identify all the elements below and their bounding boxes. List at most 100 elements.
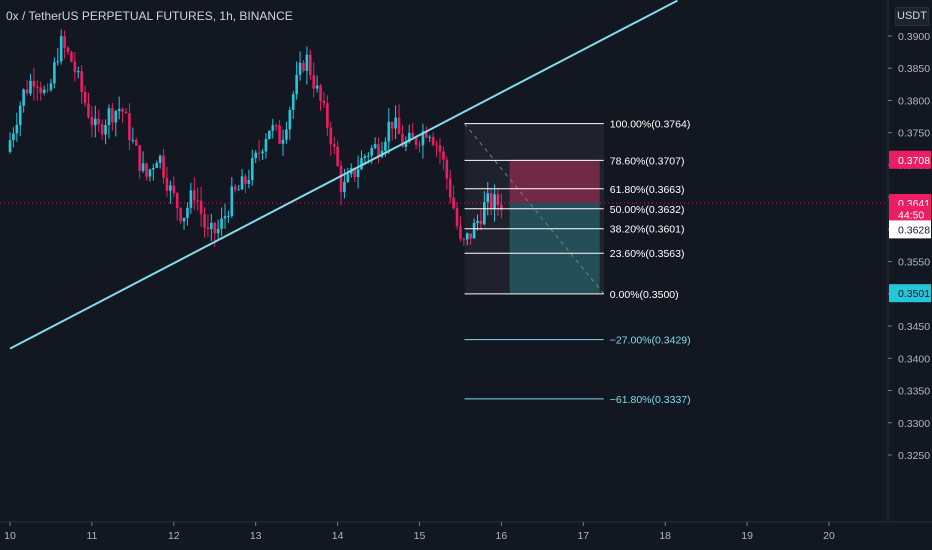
fib-level-label: 78.60%(0.3707): [610, 155, 685, 167]
candle-body: [500, 204, 503, 211]
candle-body: [80, 71, 83, 92]
candle-body: [230, 186, 234, 216]
candle-body: [186, 207, 189, 218]
fib-level-label: −27.00%(0.3429): [610, 335, 691, 347]
fib-level-label: −61.80%(0.3337): [610, 394, 691, 406]
candle-body: [469, 233, 472, 239]
candle-body: [404, 141, 408, 147]
trendline[interactable]: [9, 0, 678, 350]
candle-body: [216, 228, 220, 234]
plot-area: [0, 0, 888, 350]
candle-body: [305, 54, 309, 71]
candle-body: [257, 152, 261, 154]
candle-body: [329, 127, 333, 145]
fib-level-label: 100.00%(0.3764): [610, 119, 691, 131]
candle-body: [483, 202, 486, 225]
candle-body: [343, 181, 346, 193]
candle-body: [83, 91, 87, 104]
candle-body: [370, 148, 374, 156]
candle-body: [39, 87, 43, 93]
candle-body: [298, 62, 302, 75]
price-tick-label: 0.3850: [898, 63, 930, 75]
candle-body: [401, 134, 404, 147]
candle-body: [42, 89, 46, 93]
candle-body: [227, 215, 230, 217]
candle-body: [12, 133, 15, 141]
candle-body: [476, 220, 479, 224]
candle-body: [169, 185, 172, 191]
candle-body: [189, 190, 193, 208]
candle-body: [363, 156, 367, 159]
candle-body: [356, 169, 360, 177]
candle-body: [312, 75, 316, 89]
stop-loss-zone[interactable]: [509, 159, 600, 203]
candle-body: [295, 74, 298, 95]
candle-body: [336, 146, 339, 166]
candle-body: [32, 80, 36, 87]
price-tag-label: 44:50: [898, 210, 924, 222]
candle-body: [346, 174, 350, 182]
price-axis-bg: [888, 0, 932, 550]
candle-body: [462, 238, 466, 240]
candle-body: [373, 144, 377, 149]
candle-body: [49, 83, 53, 90]
candle-body: [148, 169, 152, 177]
candle-body: [8, 140, 12, 153]
candle-body: [97, 118, 101, 125]
price-tag-bg: [889, 205, 931, 224]
candle-body: [196, 200, 199, 202]
candle-body: [56, 61, 60, 63]
candle-body: [418, 144, 421, 146]
candle-body: [479, 220, 483, 225]
price-tag-label: 0.3501: [898, 288, 930, 300]
price-tag-bg: [889, 150, 931, 169]
candle-body: [425, 131, 428, 138]
candle-body: [162, 155, 165, 178]
candle-body: [493, 194, 496, 210]
candle-body: [411, 132, 414, 137]
candle-body: [377, 144, 380, 157]
candle-body: [53, 62, 56, 84]
candle-body: [70, 51, 73, 62]
fib-level-label: 38.20%(0.3601): [610, 224, 685, 236]
candle-body: [233, 186, 237, 190]
price-tag-label: 0.3708: [898, 155, 930, 167]
candle-body: [353, 168, 356, 177]
time-tick-label: 13: [250, 530, 262, 542]
candle-body: [134, 139, 138, 146]
candle-body: [175, 193, 179, 209]
fibonacci-retracement[interactable]: 100.00%(0.3764) 78.60%(0.3707) 61.80%(0.36…: [464, 119, 691, 406]
candle-body: [90, 116, 94, 126]
candle-body: [339, 165, 343, 193]
candle-body: [465, 233, 469, 240]
candle-body: [192, 190, 196, 201]
candle-body: [158, 155, 162, 163]
price-tick-label: 0.3350: [898, 386, 930, 398]
candle-body: [285, 129, 288, 140]
price-tick-label: 0.3300: [898, 418, 930, 430]
time-axis[interactable]: 10 11 12 13 14 15 16 17 18 19 20: [0, 521, 932, 550]
price-tick-label: 0.3450: [898, 321, 930, 333]
take-profit-zone[interactable]: [509, 202, 600, 294]
currency-unit-badge[interactable]: USDT: [895, 7, 929, 26]
candle-body: [384, 141, 387, 151]
candle-body: [254, 152, 257, 159]
candle-body: [94, 118, 97, 126]
time-tick-label: 11: [86, 530, 97, 542]
candle-body: [247, 180, 251, 184]
fib-level-label: 23.60%(0.3563): [610, 248, 685, 260]
candle-body: [486, 193, 490, 203]
time-tick-label: 18: [659, 530, 671, 542]
candle-body: [319, 85, 322, 101]
candle-body: [76, 71, 80, 73]
candle-body: [281, 139, 285, 144]
candle-body: [271, 125, 275, 131]
fib-level-label: 50.00%(0.3632): [610, 204, 685, 216]
candle-body: [274, 125, 278, 127]
candle-body: [428, 136, 432, 138]
price-axis[interactable]: 0.39000.38500.38000.37500.37000.36500.36…: [887, 0, 932, 550]
time-tick-label: 16: [496, 530, 508, 542]
candle-body: [25, 89, 29, 94]
time-tick-label: 15: [414, 530, 426, 542]
